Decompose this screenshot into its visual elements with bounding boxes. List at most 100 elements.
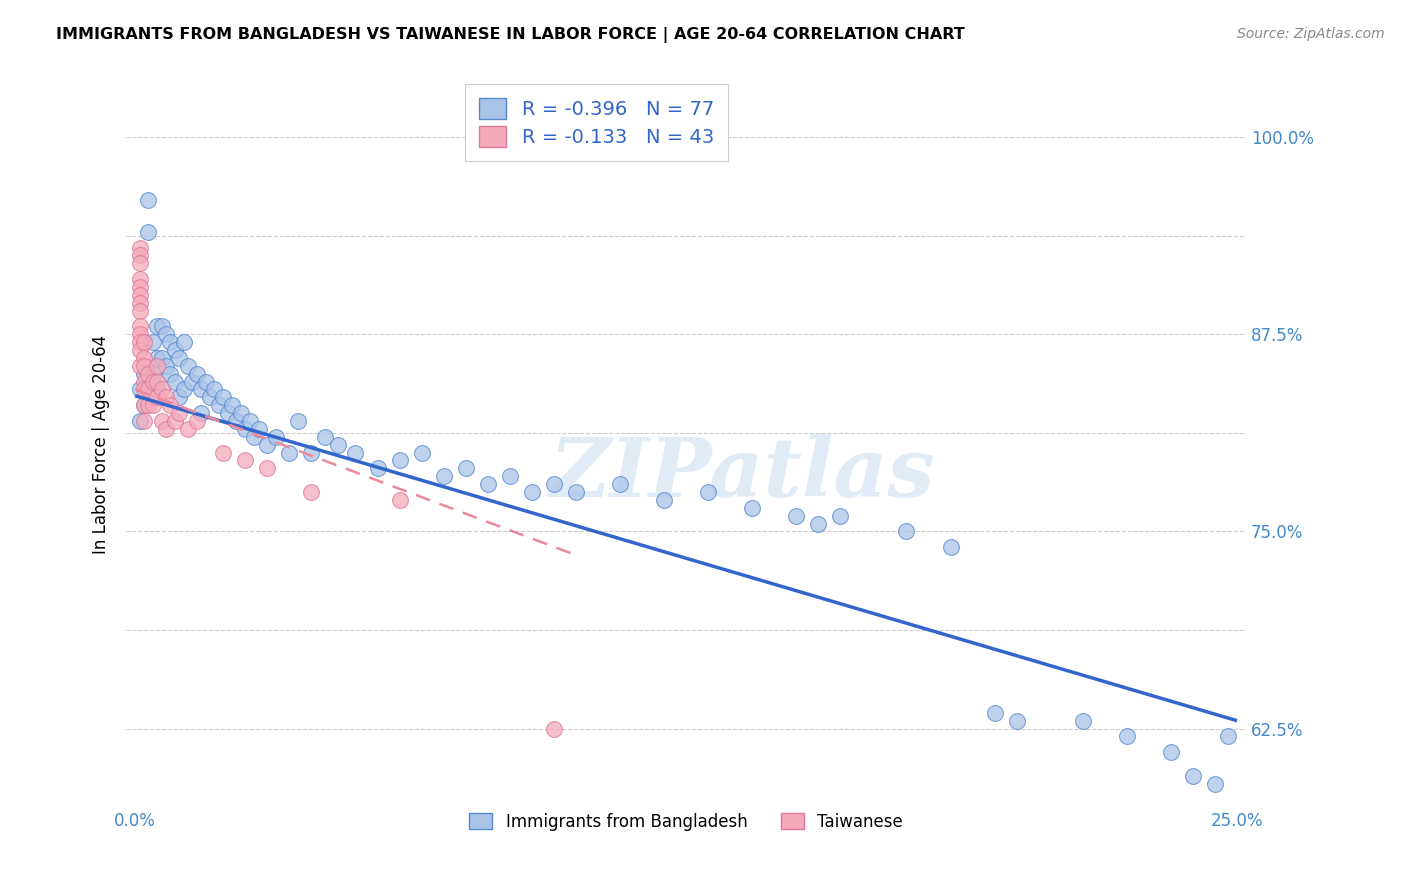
Point	[146, 383, 169, 397]
Point	[247, 422, 270, 436]
Point	[150, 414, 173, 428]
Point	[155, 327, 177, 342]
Point	[128, 240, 150, 254]
Point	[520, 485, 543, 500]
Point	[167, 390, 190, 404]
Point	[146, 351, 169, 365]
Point	[173, 383, 195, 397]
Point	[128, 327, 150, 342]
Point	[128, 280, 150, 294]
Point	[142, 375, 165, 389]
Point	[477, 477, 499, 491]
Point	[155, 359, 177, 373]
Point	[186, 367, 208, 381]
Point	[190, 383, 212, 397]
Text: Source: ZipAtlas.com: Source: ZipAtlas.com	[1237, 27, 1385, 41]
Point	[1160, 745, 1182, 759]
Point	[543, 477, 565, 491]
Point	[212, 445, 235, 459]
Point	[1181, 769, 1204, 783]
Point	[785, 508, 807, 523]
Point	[146, 375, 169, 389]
Point	[177, 359, 200, 373]
Point	[177, 422, 200, 436]
Point	[132, 375, 155, 389]
Point	[159, 398, 181, 412]
Point	[344, 445, 367, 459]
Point	[128, 288, 150, 302]
Point	[155, 422, 177, 436]
Point	[326, 437, 349, 451]
Point	[181, 375, 204, 389]
Point	[128, 303, 150, 318]
Point	[609, 477, 631, 491]
Point	[150, 383, 173, 397]
Point	[367, 461, 389, 475]
Point	[150, 351, 173, 365]
Point	[138, 193, 160, 207]
Point	[163, 414, 186, 428]
Point	[217, 406, 239, 420]
Point	[411, 445, 433, 459]
Point	[221, 398, 243, 412]
Point	[1115, 730, 1137, 744]
Point	[128, 335, 150, 350]
Point	[132, 383, 155, 397]
Point	[128, 256, 150, 270]
Point	[233, 453, 256, 467]
Point	[173, 335, 195, 350]
Point	[314, 430, 336, 444]
Point	[229, 406, 252, 420]
Point	[1071, 714, 1094, 728]
Point	[128, 248, 150, 262]
Point	[939, 540, 962, 554]
Point	[159, 367, 181, 381]
Point	[233, 422, 256, 436]
Point	[287, 414, 309, 428]
Point	[741, 500, 763, 515]
Point	[132, 414, 155, 428]
Point	[138, 367, 160, 381]
Point	[190, 406, 212, 420]
Point	[454, 461, 477, 475]
Point	[128, 295, 150, 310]
Point	[128, 319, 150, 334]
Point	[697, 485, 720, 500]
Point	[167, 351, 190, 365]
Point	[299, 445, 322, 459]
Point	[212, 390, 235, 404]
Point	[299, 485, 322, 500]
Point	[132, 398, 155, 412]
Point	[167, 406, 190, 420]
Text: ZIPatlas: ZIPatlas	[550, 434, 935, 514]
Point	[146, 390, 169, 404]
Point	[243, 430, 266, 444]
Point	[132, 367, 155, 381]
Point	[146, 359, 169, 373]
Point	[225, 414, 247, 428]
Point	[652, 492, 675, 507]
Point	[565, 485, 588, 500]
Point	[807, 516, 830, 531]
Point	[830, 508, 852, 523]
Point	[128, 272, 150, 286]
Point	[208, 398, 231, 412]
Point	[198, 390, 221, 404]
Legend: Immigrants from Bangladesh, Taiwanese: Immigrants from Bangladesh, Taiwanese	[461, 805, 911, 839]
Point	[132, 335, 155, 350]
Point	[138, 225, 160, 239]
Y-axis label: In Labor Force | Age 20-64: In Labor Force | Age 20-64	[93, 335, 110, 554]
Point	[150, 319, 173, 334]
Point	[388, 492, 411, 507]
Point	[128, 359, 150, 373]
Point	[146, 319, 169, 334]
Point	[1005, 714, 1028, 728]
Point	[388, 453, 411, 467]
Point	[142, 398, 165, 412]
Point	[194, 375, 217, 389]
Point	[128, 383, 150, 397]
Point	[163, 375, 186, 389]
Point	[142, 335, 165, 350]
Point	[256, 437, 278, 451]
Point	[138, 383, 160, 397]
